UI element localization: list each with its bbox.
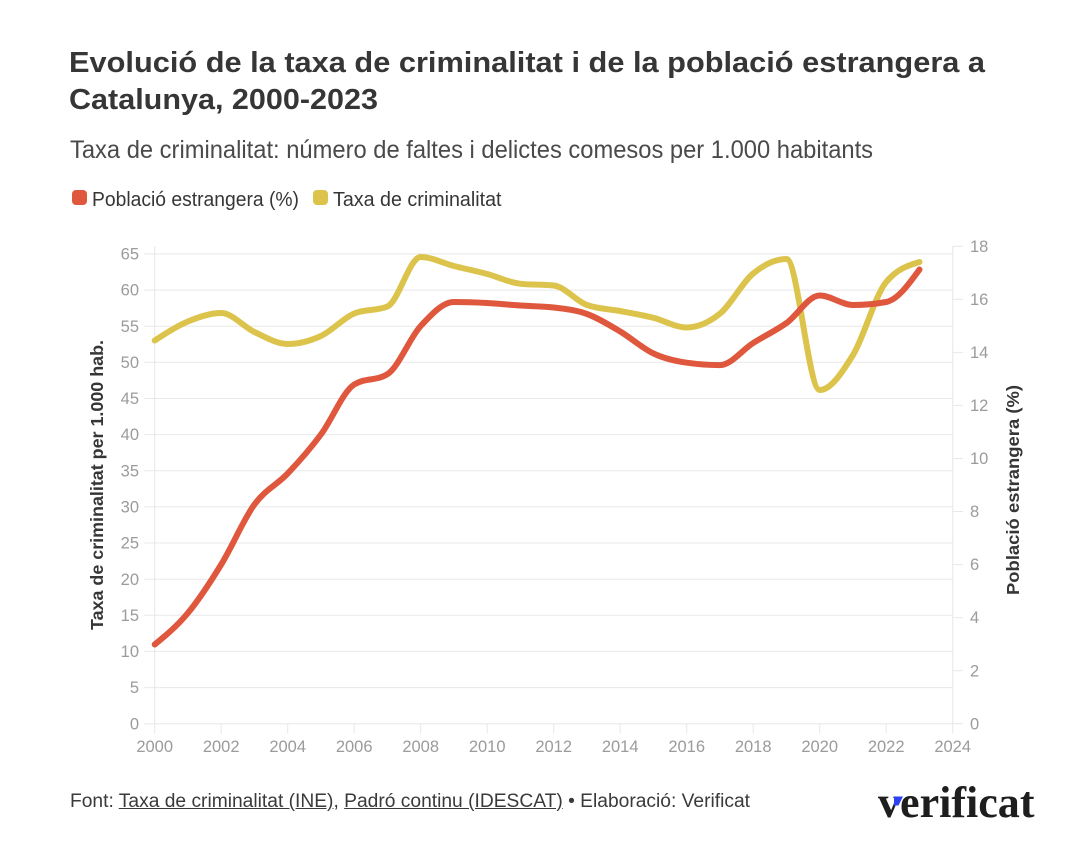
svg-text:25: 25 xyxy=(121,535,139,553)
svg-text:2000: 2000 xyxy=(136,738,173,756)
svg-text:12: 12 xyxy=(970,397,988,415)
svg-text:2002: 2002 xyxy=(203,738,240,756)
svg-text:50: 50 xyxy=(121,354,139,372)
svg-text:2: 2 xyxy=(970,662,979,680)
svg-text:6: 6 xyxy=(970,556,979,574)
svg-text:Taxa de criminalitat per 1.000: Taxa de criminalitat per 1.000 hab. xyxy=(87,340,107,630)
svg-text:15: 15 xyxy=(121,607,139,625)
svg-text:8: 8 xyxy=(970,503,979,521)
svg-text:2016: 2016 xyxy=(668,738,705,756)
svg-text:2020: 2020 xyxy=(801,738,838,756)
svg-text:35: 35 xyxy=(121,462,139,480)
svg-text:16: 16 xyxy=(970,291,988,309)
svg-text:2014: 2014 xyxy=(602,738,639,756)
svg-text:18: 18 xyxy=(970,238,988,256)
svg-text:0: 0 xyxy=(130,715,139,733)
svg-text:2024: 2024 xyxy=(934,738,971,756)
svg-text:2018: 2018 xyxy=(735,738,772,756)
svg-text:5: 5 xyxy=(130,679,139,697)
svg-text:2008: 2008 xyxy=(402,738,439,756)
svg-text:60: 60 xyxy=(121,282,139,300)
svg-text:2006: 2006 xyxy=(336,738,373,756)
svg-text:Població estrangera (%): Població estrangera (%) xyxy=(1003,385,1023,595)
svg-text:4: 4 xyxy=(970,609,979,627)
svg-text:65: 65 xyxy=(121,246,139,264)
svg-text:0: 0 xyxy=(970,715,979,733)
svg-text:45: 45 xyxy=(121,390,139,408)
svg-text:55: 55 xyxy=(121,318,139,336)
svg-text:2004: 2004 xyxy=(269,738,306,756)
svg-text:2012: 2012 xyxy=(535,738,572,756)
svg-text:20: 20 xyxy=(121,571,139,589)
svg-text:2010: 2010 xyxy=(469,738,506,756)
svg-text:40: 40 xyxy=(121,426,139,444)
svg-text:2022: 2022 xyxy=(868,738,905,756)
svg-text:14: 14 xyxy=(970,344,988,362)
svg-text:10: 10 xyxy=(121,643,139,661)
svg-text:10: 10 xyxy=(970,450,988,468)
svg-text:30: 30 xyxy=(121,499,139,517)
